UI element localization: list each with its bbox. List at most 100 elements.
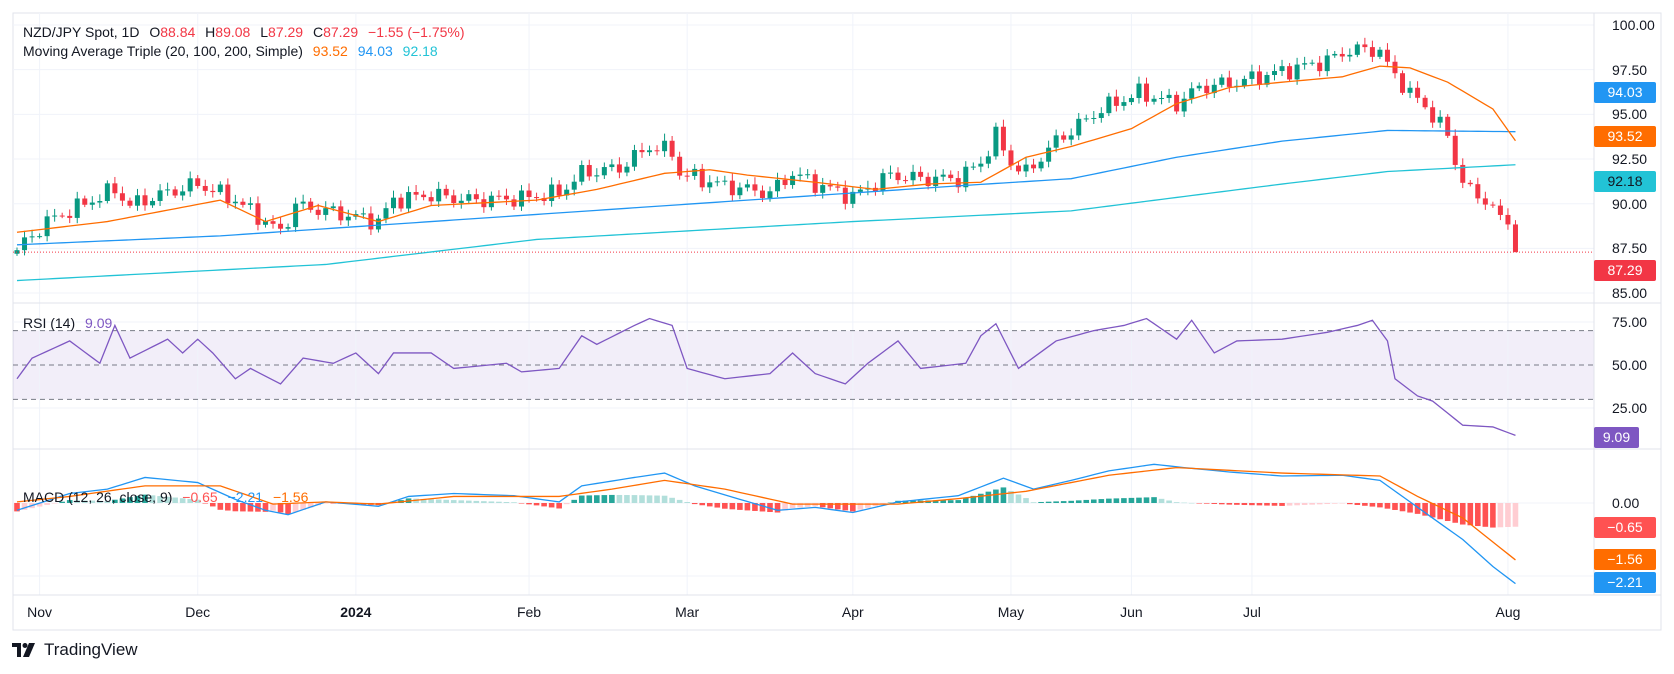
candle-body xyxy=(134,195,140,206)
macd-histogram-bar xyxy=(1023,498,1029,503)
tradingview-logo-icon xyxy=(12,643,35,657)
candle-body xyxy=(398,197,404,209)
candle-body xyxy=(443,188,449,196)
macd-histogram-bar xyxy=(1384,503,1391,509)
candle-body xyxy=(1354,44,1360,55)
candle-body xyxy=(722,180,728,182)
ohlc-low: L87.29 xyxy=(260,24,303,40)
price-axis-label: 85.00 xyxy=(1612,285,1648,302)
candle-body xyxy=(1384,49,1390,62)
macd-histogram-bar xyxy=(910,500,916,503)
macd-histogram-bar xyxy=(1121,498,1127,503)
macd-histogram-bar xyxy=(443,499,450,503)
candle-body xyxy=(165,189,171,191)
macd-histogram-bar xyxy=(1060,501,1067,503)
candle-body xyxy=(609,164,615,168)
candle-body xyxy=(428,197,434,202)
time-axis-label: Apr xyxy=(841,604,864,620)
candle-body xyxy=(1113,96,1119,106)
candle-body xyxy=(940,174,946,177)
macd-histogram-bar xyxy=(932,500,939,503)
macd-histogram-bar xyxy=(172,497,178,503)
candle-body xyxy=(842,187,848,204)
candle-body xyxy=(383,208,389,219)
candle-body xyxy=(1317,62,1323,72)
macd-histogram-bar xyxy=(676,499,683,503)
candle-body xyxy=(466,194,472,201)
time-axis-label: Dec xyxy=(185,604,211,620)
candle-body xyxy=(541,198,547,202)
candle-body xyxy=(1505,214,1511,225)
candle-body xyxy=(805,174,811,176)
candle-body xyxy=(52,215,58,217)
candle-body xyxy=(571,181,577,190)
macd-histogram-bar xyxy=(1286,503,1293,506)
candle-body xyxy=(564,189,570,196)
candle-body xyxy=(767,191,773,198)
tradingview-logo[interactable]: TradingView xyxy=(12,640,138,660)
rsi-indicator-title[interactable]: RSI (14) xyxy=(23,315,76,331)
macd-histogram-bar xyxy=(450,500,457,503)
candle-body xyxy=(526,190,532,198)
macd-histogram-bar xyxy=(149,495,156,503)
candle-body xyxy=(1136,83,1142,98)
candle-body xyxy=(436,188,442,202)
macd-histogram-bar xyxy=(819,503,826,508)
candle-body xyxy=(255,203,261,225)
candle-body xyxy=(903,180,909,182)
candle-body xyxy=(1008,150,1014,166)
macd-histogram-bar xyxy=(1331,503,1338,504)
candle-body xyxy=(729,180,735,196)
macd-histogram-bar xyxy=(609,494,615,503)
ma-indicator-title[interactable]: Moving Average Triple (20, 100, 200, Sim… xyxy=(23,43,303,59)
macd-histogram-bar xyxy=(488,501,495,503)
macd-histogram-bar xyxy=(782,503,788,511)
macd-histogram-bar xyxy=(1354,503,1361,505)
macd-histogram-bar xyxy=(119,498,126,503)
candle-body xyxy=(857,189,863,192)
ma200-badge: 92.18 xyxy=(1594,171,1656,192)
candle-body xyxy=(37,236,43,238)
candle-body xyxy=(1000,126,1006,151)
candle-body xyxy=(1294,64,1300,80)
macd-histogram-bar xyxy=(601,495,608,503)
candle-body xyxy=(119,193,125,201)
symbol-title[interactable]: NZD/JPY Spot, 1D xyxy=(23,24,140,40)
candle-body xyxy=(323,208,329,215)
macd-histogram-bar xyxy=(89,500,96,503)
macd-histogram-bar xyxy=(1271,503,1278,506)
macd-histogram-bar xyxy=(217,503,224,510)
macd-histogram-bar xyxy=(179,498,186,503)
candle-body xyxy=(300,201,306,204)
candle-body xyxy=(737,187,743,196)
candle-body xyxy=(963,166,969,188)
candle-body xyxy=(1076,118,1082,136)
macd-histogram-bar xyxy=(511,502,517,503)
macd-legend: MACD (12, 26, close, 9) −0.65 −2.21 −1.5… xyxy=(23,489,314,505)
macd-histogram-bar xyxy=(1090,499,1097,503)
candle-body xyxy=(195,178,201,186)
candle-body xyxy=(142,195,148,206)
candle-body xyxy=(586,165,592,177)
macd-histogram-bar xyxy=(1422,503,1428,516)
close-label: C xyxy=(312,24,324,40)
candle-body xyxy=(1068,135,1074,140)
candle-body xyxy=(797,174,803,176)
ma200-line xyxy=(16,164,1516,282)
macd-indicator-title[interactable]: MACD (12, 26, close, 9) xyxy=(23,489,173,505)
candle-body xyxy=(1023,164,1029,172)
price-axis-label: 87.50 xyxy=(1612,240,1648,257)
macd-histogram-bar xyxy=(985,491,992,503)
macd-histogram-bar xyxy=(1166,500,1172,503)
macd-histogram-bar xyxy=(1219,503,1225,505)
candle-body xyxy=(1226,77,1232,87)
macd-histogram-bar xyxy=(804,503,811,507)
macd-signal-value: −1.56 xyxy=(272,489,309,505)
candle-body xyxy=(112,183,118,194)
macd-histogram-bar xyxy=(59,501,65,503)
candle-body xyxy=(488,195,494,208)
macd-badge: −2.21 xyxy=(1594,572,1656,593)
macd-histogram-bar xyxy=(270,503,276,511)
candle-body xyxy=(1121,102,1127,106)
